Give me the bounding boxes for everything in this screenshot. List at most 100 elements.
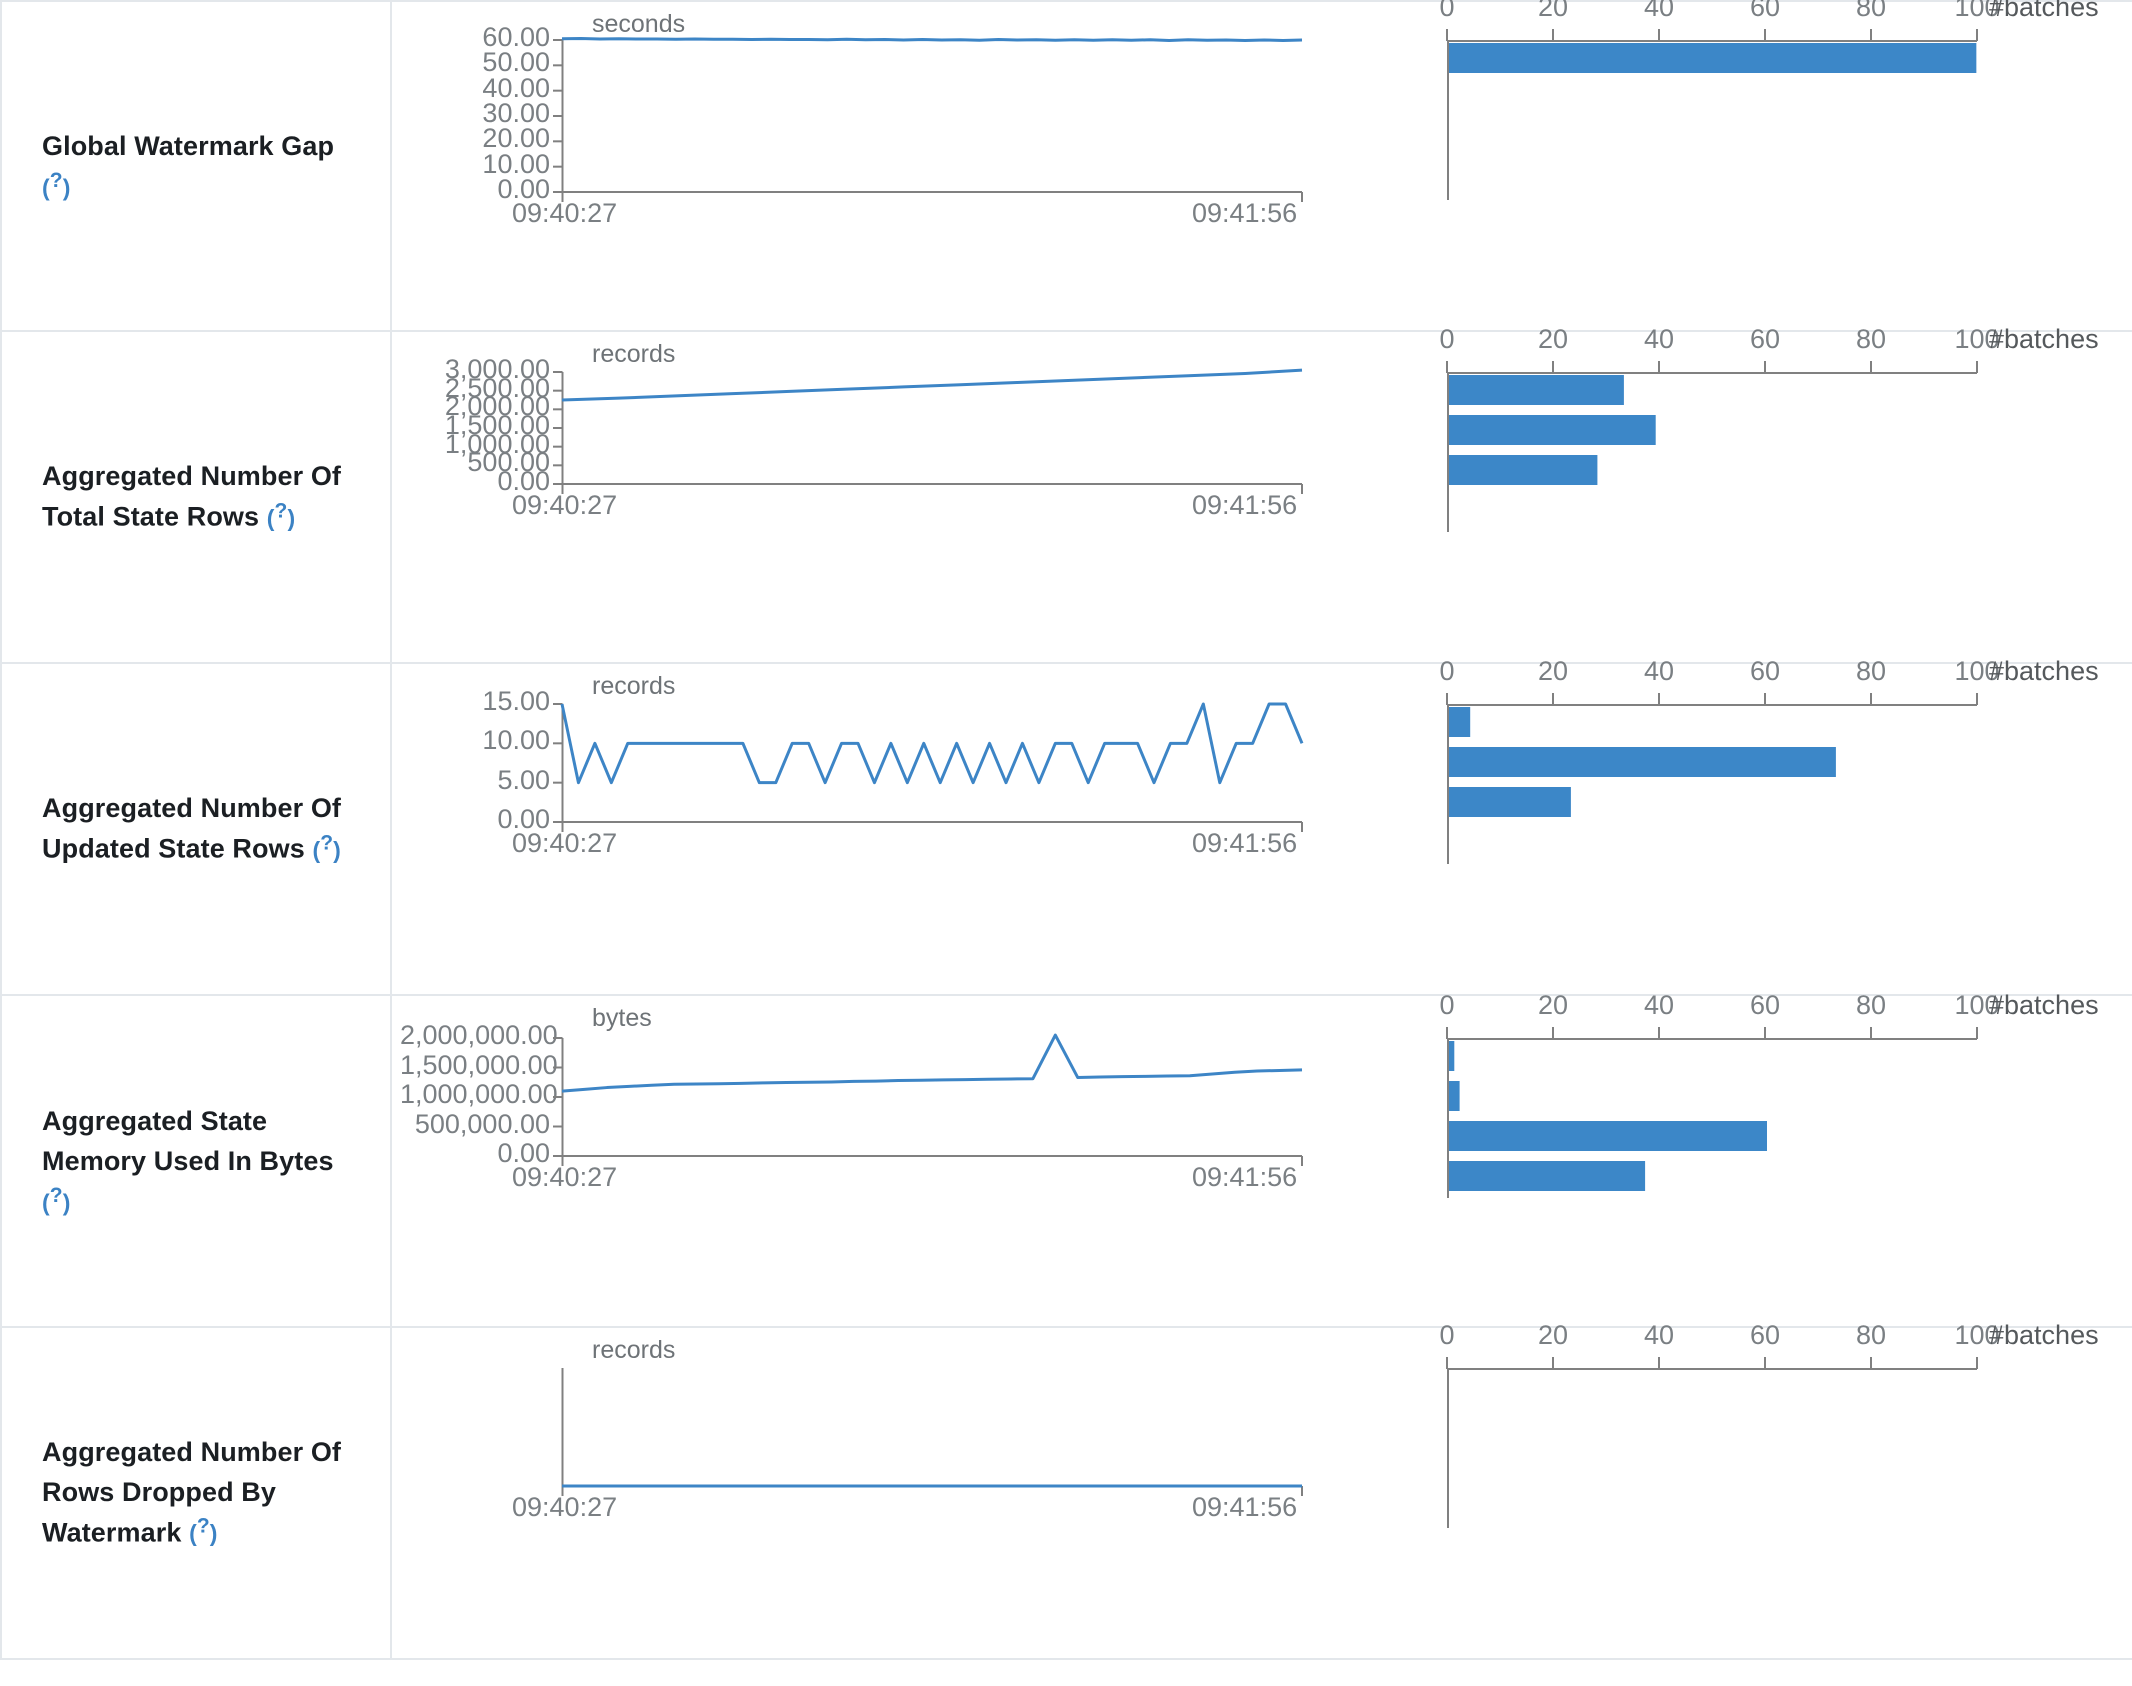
- help-icon[interactable]: (?): [42, 1183, 71, 1216]
- histogram-tick-label: 100: [1954, 1320, 2000, 1350]
- metric-chart-cell: records 15.00 10.00 5.00 0.00 09:40:27 09:41:5…: [391, 656, 2132, 995]
- y-axis-tick-label: 10.00: [482, 148, 550, 179]
- x-axis-start-label: 09:40:27: [512, 198, 618, 228]
- y-axis-unit-label: records: [592, 1336, 676, 1364]
- metric-title-line: Global Watermark Gap: [42, 130, 335, 161]
- histogram-axis-unit-label: #batches: [1989, 0, 2099, 22]
- histogram-bar: [1449, 787, 1571, 817]
- histogram-svg: [1446, 361, 1978, 532]
- histogram-tick-label: 60: [1749, 656, 1781, 686]
- line-chart-svg: [553, 702, 1304, 832]
- histogram-tick-label: 0: [1439, 324, 1455, 354]
- histogram-tick-label: 20: [1537, 0, 1569, 22]
- histogram-tick-label: 60: [1749, 0, 1781, 22]
- chart-area: records 3,000.00 2,500.00 2,000.00 1,500.00 1…: [392, 324, 2132, 589]
- histogram-tick-label: 40: [1643, 0, 1675, 22]
- histogram-tick-label: 80: [1855, 990, 1887, 1020]
- metrics-table-row: Aggregated Number Of Updated State Rows (…: [0, 656, 2132, 995]
- line-chart-svg: [561, 1368, 1303, 1496]
- y-axis-tick-label: 20.00: [482, 123, 550, 154]
- histogram-tick-label: 60: [1749, 324, 1781, 354]
- histogram-tick-label: 60: [1749, 990, 1781, 1020]
- y-axis-tick-label: 1,500,000.00: [400, 1049, 558, 1080]
- histogram-bar: [1449, 1161, 1646, 1191]
- histogram-tick-label: 100: [1954, 656, 2000, 686]
- histogram-tick-label: 80: [1855, 1320, 1887, 1350]
- metric-title-line: Aggregated Number Of: [42, 793, 342, 824]
- y-axis-tick-label: 30.00: [482, 98, 550, 128]
- y-axis-tick-label: 40.00: [482, 72, 550, 103]
- line-series-path: [560, 702, 1304, 785]
- metric-title-line: Watermark (?): [42, 1514, 218, 1548]
- metric-title-line: Total State Rows (?): [42, 499, 296, 532]
- y-axis-tick-label: 1,500.00: [444, 410, 550, 440]
- metric-title: Global Watermark Gap (?): [42, 127, 390, 205]
- histogram-tick-label: 20: [1537, 1320, 1569, 1350]
- x-axis-end-label: 09:41:56: [1192, 1162, 1298, 1192]
- metric-title-line: Aggregated State: [42, 1106, 268, 1137]
- x-axis-start-label: 09:40:27: [512, 1162, 618, 1192]
- x-axis-start-label: 09:40:27: [512, 1492, 618, 1522]
- histogram-bar: [1449, 43, 1977, 73]
- histogram-tick-label: 40: [1643, 1320, 1675, 1350]
- chart-area: records 09:40:27 09:41:56 0 20 40 60 80 100 #batc…: [392, 1320, 2132, 1575]
- y-axis-tick-label: 1,000.00: [444, 428, 550, 459]
- metric-label-cell: Aggregated Number Of Updated State Rows (…: [0, 663, 392, 995]
- histogram-tick-label: 0: [1439, 656, 1455, 686]
- metric-label-cell: Aggregated Number Of Rows Dropped By Water…: [0, 1327, 392, 1659]
- x-axis-end-label: 09:41:56: [1192, 198, 1298, 228]
- metric-chart-cell: seconds 60.00 50.00 40.00 30.00 20.00 10.00 0.0…: [391, 0, 2132, 331]
- histogram-svg: [1446, 1027, 1978, 1198]
- histogram-axis-unit-label: #batches: [1989, 990, 2099, 1020]
- x-axis-end-label: 09:41:56: [1192, 828, 1298, 858]
- help-question-mark[interactable]: ?: [274, 499, 288, 523]
- histogram-axis-unit-label: #batches: [1989, 656, 2099, 686]
- y-axis-tick-label: 60.00: [482, 22, 550, 52]
- line-series-path: [561, 1033, 1303, 1093]
- help-question-mark[interactable]: ?: [49, 169, 63, 193]
- line-series-path: [561, 368, 1303, 402]
- histogram-tick-label: 40: [1643, 324, 1675, 354]
- help-question-mark[interactable]: ?: [49, 1183, 63, 1207]
- y-axis-tick-label: 0.00: [497, 174, 550, 204]
- histogram-tick-label: 60: [1749, 1320, 1781, 1350]
- histogram-tick-label: 20: [1537, 990, 1569, 1020]
- help-question-mark[interactable]: ?: [196, 1514, 210, 1538]
- chart-area: seconds 60.00 50.00 40.00 30.00 20.00 10.00 0.0…: [392, 0, 2132, 302]
- histogram-tick-label: 20: [1537, 324, 1569, 354]
- y-axis-tick-label: 5.00: [497, 764, 550, 795]
- help-icon[interactable]: (?): [189, 1514, 218, 1547]
- histogram-svg: [1446, 1357, 1978, 1528]
- help-question-mark[interactable]: ?: [320, 831, 334, 855]
- histogram-tick-label: 80: [1855, 656, 1887, 686]
- histogram-tick-label: 80: [1855, 324, 1887, 354]
- help-icon[interactable]: (?): [266, 499, 296, 531]
- metrics-table-row: Aggregated State Memory Used In Bytes (?) b…: [0, 990, 2132, 1327]
- histogram-tick-label: 0: [1439, 990, 1455, 1020]
- histogram-bar: [1449, 375, 1624, 405]
- y-axis-unit-label: records: [592, 672, 676, 700]
- metrics-table-row: Aggregated Number Of Rows Dropped By Water…: [0, 1320, 2132, 1659]
- line-chart-svg: [553, 1033, 1303, 1166]
- histogram-bar: [1449, 747, 1836, 777]
- help-icon[interactable]: (?): [312, 831, 341, 863]
- metrics-table-row: Global Watermark Gap (?) seconds 60.00 50.00…: [0, 0, 2132, 331]
- histogram-tick-label: 100: [1954, 990, 2000, 1020]
- help-icon[interactable]: (?): [42, 169, 71, 201]
- x-axis-start-label: 09:40:27: [512, 490, 618, 520]
- line-series-path: [561, 36, 1303, 43]
- histogram-tick-label: 80: [1855, 0, 1887, 22]
- histogram-tick-label: 0: [1439, 1320, 1455, 1350]
- metric-label-cell: Aggregated State Memory Used In Bytes (?): [0, 995, 392, 1327]
- y-axis-tick-label: 500.00: [467, 447, 550, 478]
- x-axis-end-label: 09:41:56: [1192, 1492, 1298, 1522]
- metric-title-line: Rows Dropped By: [42, 1476, 277, 1507]
- y-axis-tick-label: 15.00: [482, 686, 550, 716]
- metric-title-line: Aggregated Number Of: [42, 1437, 342, 1468]
- histogram-tick-label: 20: [1537, 656, 1569, 686]
- metric-title: Aggregated State Memory Used In Bytes (?): [42, 1102, 390, 1219]
- y-axis-tick-label: 1,000,000.00: [400, 1079, 558, 1109]
- y-axis-tick-label: 3,000.00: [444, 354, 550, 384]
- metric-title: Aggregated Number Of Updated State Rows (…: [42, 789, 390, 869]
